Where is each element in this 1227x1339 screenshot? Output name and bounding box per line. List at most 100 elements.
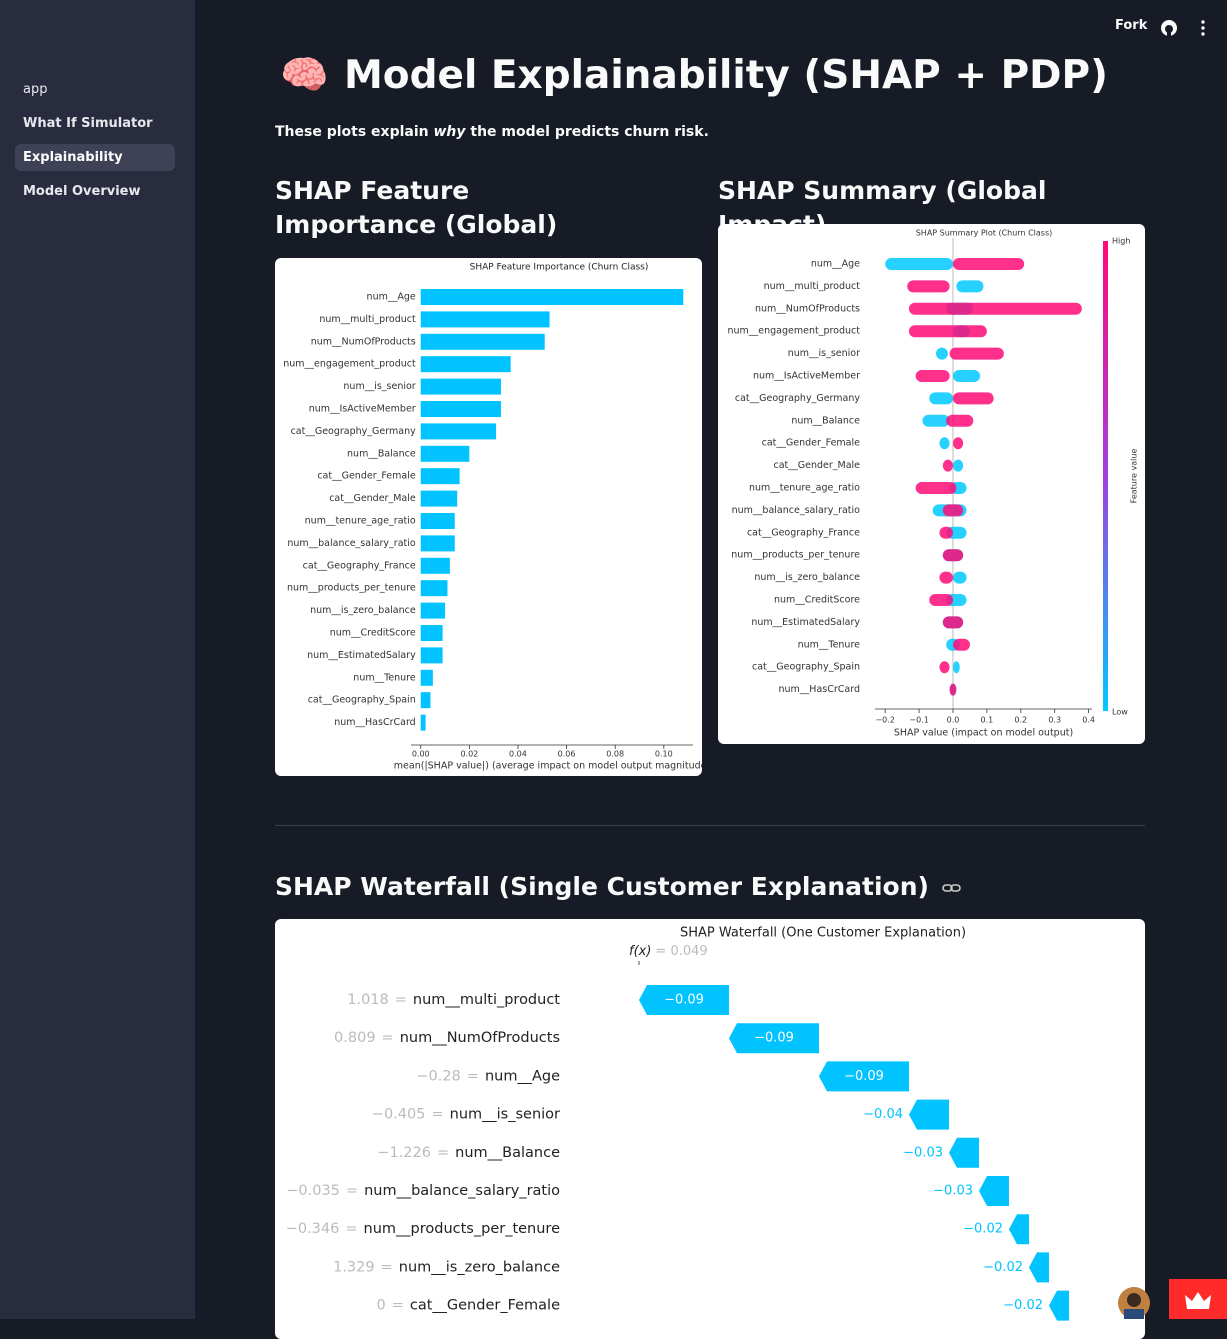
fx-name: f(x): [629, 944, 651, 959]
category-label: cat__Geography_Germany: [735, 393, 861, 404]
high-value-swarm: [915, 370, 950, 382]
high-value-swarm: [942, 549, 964, 562]
value-label: −0.02: [1003, 1298, 1043, 1313]
fx-label: f(x) = 0.049: [629, 944, 708, 959]
github-icon[interactable]: [1159, 18, 1179, 38]
x-tick-label: 0.1: [981, 716, 994, 725]
value-label: −0.09: [664, 993, 704, 1008]
category-label: num__multi_product: [764, 281, 861, 292]
category-label: num__products_per_tenure: [731, 550, 860, 561]
bar: [420, 580, 448, 597]
streamlit-badge[interactable]: [1169, 1279, 1227, 1319]
waterfall-bar: [729, 1023, 819, 1054]
subtitle-text: the model predicts churn risk.: [465, 124, 709, 140]
category-label: num__is_zero_balance: [310, 605, 416, 616]
bar: [420, 468, 460, 485]
bar: [420, 445, 470, 462]
nav-item[interactable]: Model Overview: [23, 184, 141, 199]
high-value-swarm: [946, 414, 974, 427]
x-tick-label: 0.10: [655, 750, 673, 759]
category-label: cat__Gender_Female: [762, 438, 861, 449]
subtitle-emphasis: why: [433, 124, 466, 140]
separator: =: [395, 992, 407, 1008]
chart-card: SHAP Feature Importance (Churn Class) num…: [275, 258, 702, 776]
bar: [420, 356, 511, 373]
bar: [420, 333, 545, 350]
subtitle-text: These plots explain: [275, 124, 434, 140]
divider: [275, 825, 1145, 826]
x-tick-label: 0.02: [460, 750, 478, 759]
high-value-swarm: [942, 459, 953, 472]
chart-title: SHAP Summary Plot (Churn Class): [916, 229, 1053, 238]
bar: [420, 513, 455, 529]
x-tick-label: 0.3: [1048, 716, 1061, 725]
feature-label: −0.035 = num__balance_salary_ratio: [286, 1183, 560, 1199]
bar: [420, 669, 433, 686]
feature-name: cat__Gender_Female: [410, 1298, 560, 1314]
colorbar: [1103, 241, 1108, 711]
value-label: −0.04: [863, 1107, 903, 1122]
feature-name: num__is_zero_balance: [399, 1259, 560, 1275]
chart-title: SHAP Feature Importance (Churn Class): [470, 263, 649, 273]
avatar[interactable]: [1117, 1287, 1151, 1319]
x-tick-label: 0.0: [947, 716, 960, 725]
waterfall-bar: [1029, 1252, 1049, 1283]
low-value-swarm: [952, 459, 964, 472]
feature-value: 0.809: [334, 1030, 376, 1046]
low-value-swarm: [885, 258, 953, 270]
category-label: num__Balance: [347, 448, 416, 459]
category-label: num__IsActiveMember: [753, 371, 860, 382]
feature-value: −0.28: [416, 1068, 460, 1084]
chart-card: SHAP Waterfall (One Customer Explanation…: [275, 919, 1145, 1339]
x-tick-label: 0.00: [412, 750, 430, 759]
bar: [420, 625, 443, 641]
category-label: num__balance_salary_ratio: [732, 505, 861, 516]
category-label: num__EstimatedSalary: [751, 617, 860, 628]
high-value-swarm: [952, 392, 994, 405]
x-tick-label: 0.4: [1082, 716, 1095, 725]
feature-name: num__balance_salary_ratio: [364, 1183, 560, 1199]
nav-item[interactable]: What If Simulator: [23, 116, 153, 131]
separator: =: [381, 1259, 393, 1275]
bar: [420, 557, 450, 574]
bar: [420, 714, 426, 731]
category-label: num__EstimatedSalary: [307, 650, 416, 661]
category-label: num__is_zero_balance: [754, 572, 860, 583]
category-label: cat__Geography_Germany: [291, 426, 417, 437]
category-label: cat__Geography_Spain: [308, 695, 416, 706]
waterfall-bar: [909, 1099, 949, 1130]
category-label: num__balance_salary_ratio: [287, 538, 416, 549]
separator: =: [437, 1145, 449, 1161]
bar: [420, 490, 458, 507]
value-label: −0.02: [983, 1260, 1023, 1275]
category-label: num__NumOfProducts: [755, 303, 860, 314]
chart-card: SHAP Summary Plot (Churn Class) num__Age n…: [718, 224, 1145, 744]
menu-icon[interactable]: [1196, 18, 1210, 38]
feature-label: 1.018 = num__multi_product: [347, 992, 560, 1008]
nav-list: app What If Simulator Explainability Model …: [15, 76, 175, 212]
category-label: num__Tenure: [798, 639, 861, 650]
low-value-swarm: [952, 571, 967, 584]
value-label: −0.03: [903, 1145, 943, 1160]
link-icon[interactable]: [941, 881, 962, 895]
feature-value: −0.035: [286, 1183, 340, 1199]
separator: =: [382, 1030, 394, 1046]
section-heading: SHAP Summary (Global Impact): [718, 176, 1047, 239]
feature-name: num__products_per_tenure: [364, 1221, 561, 1237]
category-label: num__CreditScore: [774, 595, 860, 606]
bar: [420, 311, 550, 328]
nav-item[interactable]: Explainability: [15, 144, 175, 171]
nav-item[interactable]: app: [23, 82, 48, 97]
chart-title: SHAP Waterfall (One Customer Explanation…: [680, 926, 966, 941]
x-tick-label: 0.2: [1014, 716, 1027, 725]
low-value-swarm: [939, 437, 950, 450]
high-value-swarm: [949, 683, 957, 696]
fx-value: = 0.049: [655, 944, 707, 959]
bar: [420, 535, 455, 552]
low-value-swarm: [952, 661, 960, 674]
separator: =: [392, 1298, 404, 1314]
feature-value: 1.329: [333, 1259, 375, 1275]
fork-button[interactable]: Fork: [1115, 18, 1148, 33]
page-title: 🧠 Model Explainability (SHAP + PDP): [280, 52, 1108, 98]
